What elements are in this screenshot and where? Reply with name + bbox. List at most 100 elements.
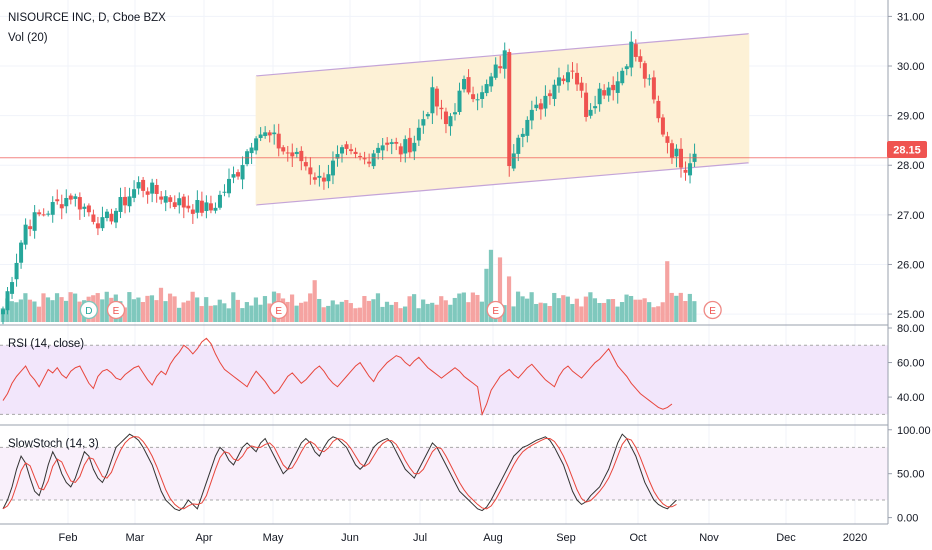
volume-bar: [502, 305, 507, 322]
volume-bar: [665, 261, 670, 322]
candle-body: [575, 72, 580, 85]
candle-body: [5, 291, 10, 311]
candle-body: [566, 72, 570, 83]
candle-body: [534, 104, 539, 109]
volume-bar: [421, 299, 426, 322]
candle-body: [498, 66, 503, 69]
candle-body: [213, 207, 218, 211]
volume-bar: [122, 307, 127, 322]
volume-bar: [176, 307, 182, 322]
candle-body: [367, 161, 372, 164]
candle-body: [570, 70, 575, 72]
candle-body: [294, 151, 299, 155]
event-marker: [269, 300, 288, 320]
volume-bar: [186, 300, 191, 322]
volume-bar: [45, 297, 51, 322]
volume-bar: [457, 293, 462, 322]
candle-body: [208, 203, 213, 211]
volume-bar: [674, 295, 679, 322]
candle-body: [602, 90, 607, 96]
candle-body: [538, 103, 543, 110]
volume-bar: [628, 295, 634, 322]
volume-bar: [348, 303, 353, 322]
candle-body: [68, 195, 73, 200]
candle-body: [398, 146, 403, 155]
volume-bar: [195, 297, 200, 322]
candle-body: [443, 111, 448, 125]
volume-bar: [479, 301, 485, 322]
volume-bar: [402, 306, 408, 322]
stoch-legend: SlowStoch (14, 3): [8, 438, 99, 450]
volume-bar: [136, 297, 141, 322]
candle-body: [656, 100, 661, 119]
price-tag-box: [887, 141, 927, 158]
x-tick-label: Jul: [413, 532, 427, 544]
volume-bar: [534, 303, 539, 322]
candle-body: [326, 174, 331, 182]
candle-body: [502, 50, 507, 69]
volume-bar: [32, 301, 37, 322]
candle-body: [163, 196, 168, 203]
candle-body: [303, 162, 308, 167]
candle-body: [660, 117, 665, 135]
volume-bar: [466, 302, 471, 322]
candle-body: [217, 194, 222, 208]
candle-body: [340, 147, 344, 154]
volume-bar: [303, 301, 308, 322]
candle-body: [457, 90, 462, 113]
candle-body: [547, 93, 552, 97]
candle-body: [430, 87, 435, 114]
candle-body: [330, 160, 335, 176]
channel-fill: [256, 33, 749, 205]
volume-bar: [375, 293, 381, 322]
volume-bar: [570, 303, 575, 322]
volume-bar: [231, 292, 236, 322]
price-tick-label: 27.00: [897, 210, 925, 222]
volume-bar: [167, 293, 173, 322]
candle-body: [525, 119, 530, 136]
candle-body: [439, 107, 444, 110]
candle-body: [385, 142, 390, 145]
candle-body: [416, 127, 421, 141]
stoch-d-line: [2, 435, 677, 510]
x-tick-label: Apr: [195, 532, 212, 544]
candle-body: [100, 217, 105, 229]
volume-bar: [317, 298, 322, 322]
candle-body: [403, 139, 408, 154]
candle-body: [552, 84, 557, 99]
event-label: D: [85, 306, 92, 317]
volume-bar: [552, 292, 557, 322]
candle-body: [186, 205, 191, 209]
volume-bar: [610, 299, 616, 322]
candle-body: [136, 182, 141, 189]
volume-bar: [597, 302, 602, 322]
volume-bar: [592, 298, 598, 322]
volume-bar: [145, 295, 150, 322]
candle-body: [493, 64, 498, 78]
rsi-legend: RSI (14, close): [8, 338, 84, 350]
volume-bar: [222, 303, 227, 322]
volume-bar: [339, 301, 344, 322]
volume-bar: [213, 305, 218, 322]
event-marker: [106, 300, 126, 320]
volume-bar: [289, 294, 295, 322]
candle-body: [471, 94, 476, 100]
volume-bar: [330, 300, 335, 322]
candle-body: [588, 109, 593, 116]
volume-bar: [656, 306, 661, 322]
x-tick-label: Oct: [629, 532, 646, 544]
rsi-line: [2, 337, 673, 417]
volume-bar: [633, 299, 638, 322]
volume-bar: [619, 302, 625, 322]
volume-bar: [204, 297, 209, 322]
volume-bars: [0, 249, 697, 322]
candle-body: [181, 196, 186, 208]
candle-body: [23, 224, 28, 245]
volume-bar: [543, 303, 548, 322]
candle-body: [362, 158, 367, 160]
candle-body: [37, 212, 42, 215]
volume-bar: [344, 299, 349, 322]
candle-body: [50, 202, 55, 215]
candle-body: [335, 154, 340, 159]
candle-body: [1, 309, 5, 315]
